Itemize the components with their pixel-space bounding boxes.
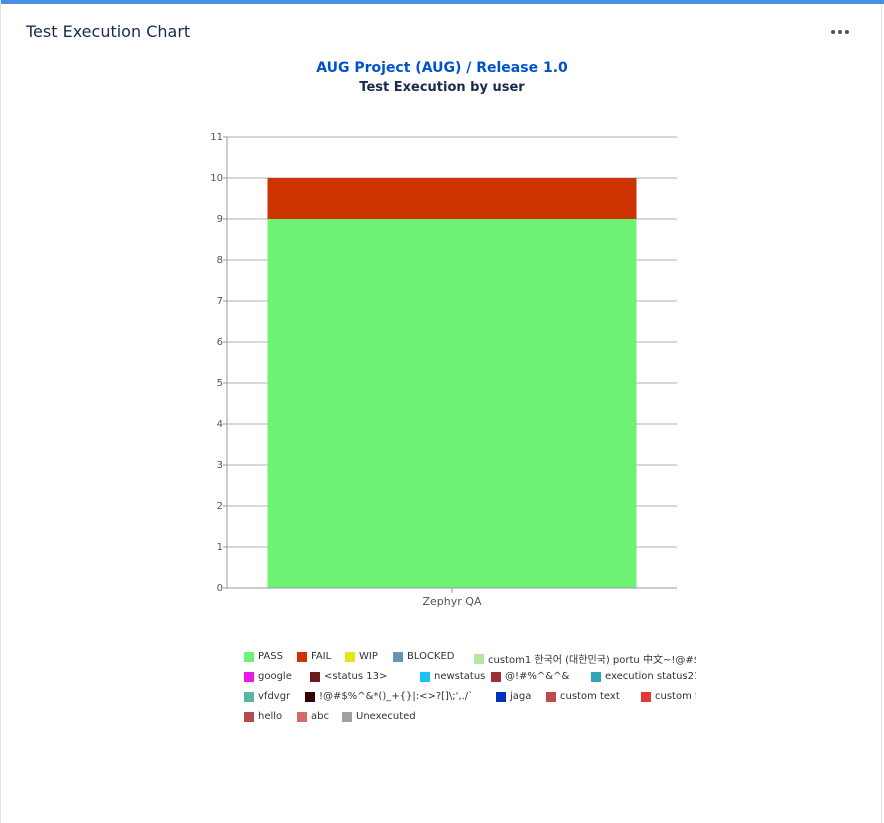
legend-label: custom text	[560, 691, 620, 702]
legend-swatch	[491, 671, 501, 682]
bar-segment-fail[interactable]	[267, 178, 637, 219]
legend-item[interactable]: <status 13>	[310, 671, 387, 682]
more-dot	[845, 30, 849, 34]
legend-item[interactable]: !@#$%^&*()_+{}|:<>?[]\;',./`	[305, 691, 473, 702]
chart-heading: AUG Project (AUG) / Release 1.0 Test Exe…	[1, 60, 883, 95]
more-dot	[831, 30, 835, 34]
legend-swatch	[345, 651, 355, 662]
legend-label: FAIL	[311, 651, 332, 662]
bar-segment-pass[interactable]	[267, 219, 637, 588]
legend-item[interactable]: @!#%^&^&	[491, 671, 569, 682]
legend-label: custom1 한국어 (대한민국) portu 中文~!@#$%	[488, 655, 696, 666]
chart-legend: PASS FAIL WIP BLOCKED custom1 한국어 (대한민국) por…	[244, 651, 696, 731]
legend-swatch	[244, 691, 254, 702]
legend-label: Unexecuted	[356, 711, 416, 722]
legend-swatch	[244, 671, 254, 682]
legend-label: vfdvgr	[258, 691, 291, 702]
y-tick-label: 8	[217, 255, 223, 266]
legend-item[interactable]: google	[244, 671, 292, 682]
y-tick-label: 4	[217, 419, 223, 430]
legend-swatch	[546, 691, 556, 702]
more-dot	[838, 30, 842, 34]
legend-label: jaga	[510, 691, 532, 702]
legend-label: @!#%^&^&	[505, 671, 570, 682]
legend-label: hello	[258, 711, 283, 722]
legend-item[interactable]: Unexecuted	[342, 711, 416, 722]
x-tick-label: Zephyr QA	[423, 595, 482, 608]
release-link[interactable]: Release 1.0	[476, 60, 568, 76]
legend-swatch	[310, 671, 320, 682]
legend-label: BLOCKED	[407, 651, 455, 662]
legend-swatch	[393, 651, 403, 662]
legend-swatch	[474, 653, 484, 664]
legend-label: execution status2132	[605, 671, 696, 682]
y-tick-label: 1	[217, 542, 223, 553]
legend-label: PASS	[258, 651, 283, 662]
legend-swatch	[297, 711, 307, 722]
y-tick-label: 11	[210, 132, 223, 143]
y-tick-label: 0	[217, 583, 223, 594]
legend-item[interactable]: FAIL	[297, 651, 331, 662]
legend-swatch	[297, 651, 307, 662]
legend-item[interactable]: jaga	[496, 691, 531, 702]
legend-swatch	[305, 691, 315, 702]
legend-item[interactable]: abc	[297, 711, 329, 722]
legend-label: newstatus	[434, 671, 486, 682]
heading-separator: /	[461, 60, 477, 76]
y-tick-label: 10	[210, 173, 223, 184]
legend-label: !@#$%^&*()_+{}|:<>?[]\;',./`	[319, 691, 474, 702]
legend-item[interactable]: vfdvgr	[244, 691, 290, 702]
legend-item[interactable]: custom te	[641, 691, 696, 702]
legend-item[interactable]: newstatus	[420, 671, 485, 682]
legend-label: <status 13>	[324, 671, 388, 682]
legend-item[interactable]: execution status2132	[591, 671, 696, 682]
legend-label: WIP	[359, 651, 378, 662]
gadget-title: Test Execution Chart	[26, 22, 191, 41]
legend-label: abc	[311, 711, 329, 722]
legend-swatch	[244, 651, 254, 662]
legend-swatch	[420, 671, 430, 682]
legend-swatch	[496, 691, 506, 702]
gadget-top-accent	[1, 0, 884, 4]
legend-item[interactable]: PASS	[244, 651, 283, 662]
y-tick-label: 9	[217, 214, 223, 225]
legend-item[interactable]: custom1 한국어 (대한민국) portu 中文~!@#$%	[474, 651, 696, 666]
legend-label: google	[258, 671, 292, 682]
legend-item[interactable]: hello	[244, 711, 282, 722]
chart-subtitle: Test Execution by user	[359, 80, 525, 95]
legend-swatch	[244, 711, 254, 722]
y-tick-label: 2	[217, 501, 223, 512]
bar-chart: 0 1 2 3 4 5 6 7 8 9 10 11 Zephyr QA	[210, 132, 677, 608]
legend-item[interactable]: BLOCKED	[393, 651, 455, 662]
legend-swatch	[591, 671, 601, 682]
more-options-icon[interactable]	[827, 22, 853, 42]
legend-item[interactable]: WIP	[345, 651, 378, 662]
y-tick-label: 3	[217, 460, 223, 471]
legend-swatch	[641, 691, 651, 702]
legend-item[interactable]: custom text	[546, 691, 620, 702]
y-tick-label: 6	[217, 337, 223, 348]
legend-label: custom te	[655, 691, 696, 702]
y-tick-label: 5	[217, 378, 223, 389]
legend-swatch	[342, 711, 352, 722]
project-release-line: AUG Project (AUG) / Release 1.0	[1, 60, 883, 76]
y-tick-label: 7	[217, 296, 223, 307]
project-link[interactable]: AUG Project (AUG)	[316, 60, 462, 76]
